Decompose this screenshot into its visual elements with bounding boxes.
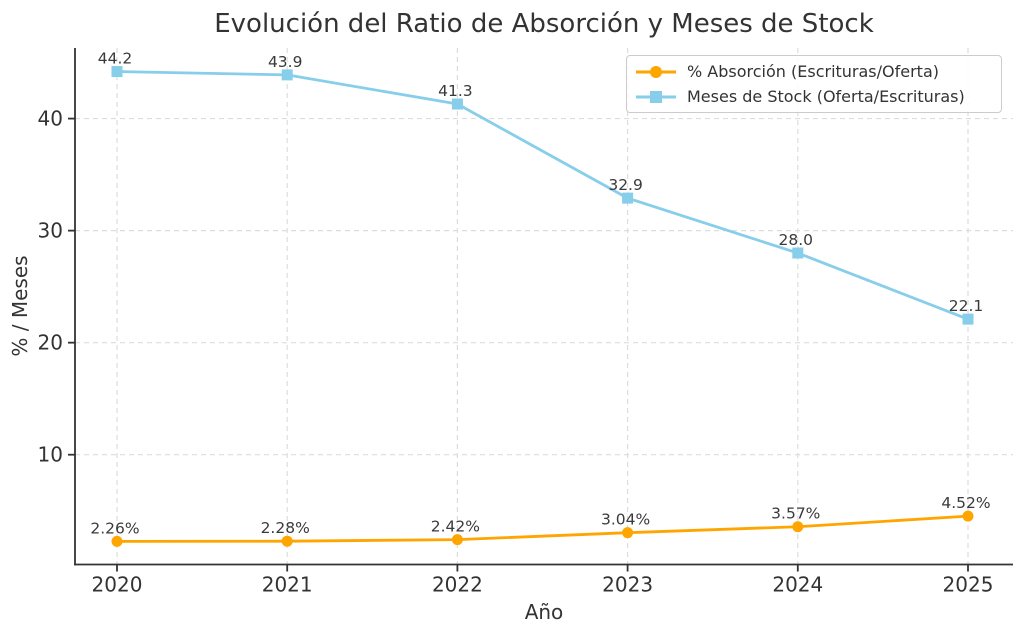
x-tick-label: 2025 (943, 573, 994, 597)
meses-stock-marker (451, 98, 463, 110)
x-axis-label: Año (524, 600, 564, 624)
absorcion-marker (622, 527, 634, 539)
meses-stock-point-label: 43.9 (268, 53, 303, 71)
absorcion-legend-marker-icon (650, 65, 662, 78)
meses-stock-marker (962, 313, 974, 325)
meses-stock-point-label: 32.9 (608, 176, 643, 194)
meses-stock-point-label: 44.2 (98, 50, 133, 68)
meses-stock-point-label: 22.1 (949, 297, 984, 315)
meses-stock-marker (792, 247, 804, 259)
absorcion-point-label: 2.26% (90, 519, 139, 537)
x-tick-label: 2024 (772, 573, 823, 597)
y-tick-label: 40 (38, 107, 63, 131)
absorcion-point-label: 3.57% (771, 505, 820, 523)
meses-stock-point-label: 41.3 (438, 82, 473, 100)
absorcion-marker (792, 521, 804, 533)
meses-stock-line (116, 70, 969, 321)
absorcion-legend-swatch-icon (636, 65, 676, 78)
absorcion-point-label: 2.28% (261, 519, 310, 537)
y-tick-label: 30 (38, 219, 63, 243)
absorcion-marker (451, 534, 463, 546)
absorcion-marker (281, 535, 293, 547)
legend-label-meses-stock: Meses de Stock (Oferta/Escrituras) (687, 87, 965, 106)
x-tick-label: 2020 (92, 573, 143, 597)
meses-stock-legend-marker-icon (650, 90, 662, 103)
y-tick-label: 20 (38, 331, 63, 355)
legend: % Absorción (Escrituras/Oferta) Meses de… (626, 55, 1002, 113)
meses-stock-marker (111, 66, 123, 78)
legend-item-absorcion: % Absorción (Escrituras/Oferta) (635, 59, 993, 84)
x-tick-label: 2021 (262, 573, 313, 597)
legend-label-absorcion: % Absorción (Escrituras/Oferta) (687, 62, 939, 81)
x-tick-label: 2023 (602, 573, 653, 597)
meses-stock-point-label: 28.0 (779, 231, 814, 249)
y-tick-label: 10 (38, 443, 63, 467)
chart-title: Evolución del Ratio de Absorción y Meses… (214, 9, 874, 39)
absorcion-point-label: 4.52% (941, 494, 990, 512)
absorcion-marker (962, 510, 974, 522)
absorcion-point-label: 3.04% (601, 511, 650, 529)
meses-stock-legend-swatch-icon (636, 90, 676, 103)
y-axis-label: % / Meses (8, 255, 32, 357)
x-tick-label: 2022 (432, 573, 483, 597)
meses-stock-marker (281, 69, 293, 81)
meses-stock-marker (622, 192, 634, 204)
legend-item-meses-stock: Meses de Stock (Oferta/Escrituras) (635, 84, 993, 109)
absorcion-point-label: 2.42% (431, 518, 480, 536)
absorcion-marker (111, 535, 123, 547)
absorcion-line (116, 514, 969, 543)
